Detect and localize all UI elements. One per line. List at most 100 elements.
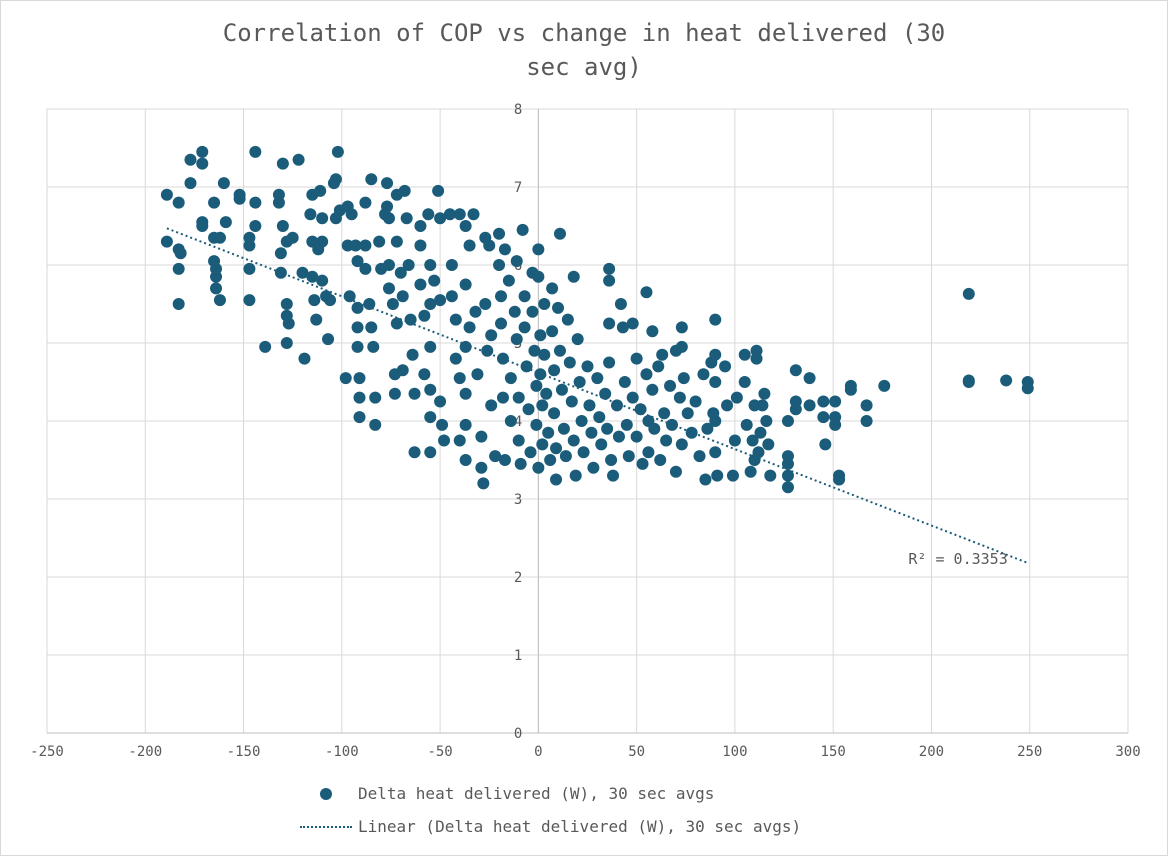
data-point (418, 309, 431, 322)
data-point (626, 317, 639, 330)
data-point (699, 473, 712, 486)
data-point (351, 340, 364, 353)
data-point (587, 461, 600, 474)
data-point (208, 196, 221, 209)
data-point (463, 239, 476, 252)
data-point (685, 426, 698, 439)
data-point (386, 298, 399, 310)
data-point (540, 387, 553, 400)
data-point (878, 379, 891, 392)
y-tick-label: 2 (514, 570, 522, 586)
data-point (304, 208, 317, 221)
data-point (616, 321, 629, 334)
data-point (471, 368, 484, 381)
x-tick-label: 100 (722, 744, 747, 760)
data-point (428, 274, 441, 287)
data-point (622, 450, 635, 463)
data-point (274, 266, 287, 279)
data-point (184, 153, 197, 166)
data-point (396, 290, 409, 303)
data-point (280, 298, 293, 310)
data-point (789, 403, 802, 416)
x-tick-label: 300 (1115, 744, 1140, 760)
data-point (286, 231, 299, 244)
legend-marker-dotted-line (300, 826, 352, 828)
data-point (542, 426, 555, 439)
data-point (249, 196, 262, 209)
data-point (359, 239, 372, 252)
data-point (329, 173, 342, 186)
data-point (697, 368, 710, 381)
y-tick-label: 0 (514, 726, 522, 742)
data-point (243, 239, 256, 252)
data-point (382, 212, 395, 225)
data-point (675, 321, 688, 334)
data-point (530, 418, 543, 431)
data-point (781, 481, 794, 494)
data-point (752, 446, 765, 459)
data-point (567, 270, 580, 283)
data-point (829, 395, 842, 408)
data-point (591, 372, 604, 385)
data-point (449, 313, 462, 326)
data-point (677, 372, 690, 385)
data-point (544, 454, 557, 466)
legend-label-scatter: Delta heat delivered (W), 30 sec avgs (358, 784, 715, 803)
data-point (485, 329, 498, 342)
data-point (571, 333, 584, 346)
data-point (414, 278, 427, 291)
data-point (316, 274, 329, 287)
data-point (750, 352, 763, 365)
data-point (536, 399, 549, 412)
data-point (432, 184, 445, 197)
data-point (538, 348, 551, 361)
data-point (548, 364, 561, 377)
data-point (438, 434, 451, 447)
data-point (408, 387, 421, 400)
data-point (495, 290, 508, 303)
chart-title: Correlation of COP vs change in heat del… (0, 16, 1168, 84)
data-point (422, 208, 435, 221)
data-point (561, 313, 574, 326)
data-point (424, 383, 437, 396)
data-point (581, 360, 594, 373)
data-point (636, 457, 649, 470)
data-point (434, 395, 447, 408)
data-point (630, 352, 643, 365)
data-point (532, 243, 545, 256)
data-point (726, 469, 739, 482)
data-point (353, 411, 366, 424)
y-tick-label: 8 (514, 102, 522, 118)
data-point (569, 469, 582, 482)
data-point (738, 348, 751, 361)
data-point (498, 454, 511, 466)
data-point (640, 368, 653, 381)
data-point (618, 376, 631, 388)
data-point (453, 208, 466, 221)
data-point (819, 438, 832, 451)
data-point (803, 372, 816, 385)
data-point (510, 255, 523, 268)
data-point (213, 231, 226, 244)
data-point (217, 177, 230, 190)
data-point (424, 259, 437, 271)
data-point (345, 208, 358, 221)
data-point (530, 379, 543, 392)
data-point (196, 220, 209, 232)
data-point (614, 298, 627, 310)
x-tick-label: -50 (427, 744, 452, 760)
data-point (172, 196, 185, 209)
data-point (642, 446, 655, 459)
data-point (758, 387, 771, 400)
data-point (962, 287, 975, 300)
data-point (316, 235, 329, 248)
data-point (546, 282, 559, 295)
data-point (829, 418, 842, 431)
data-point (1000, 374, 1013, 387)
data-point (559, 450, 572, 463)
data-point (272, 196, 285, 209)
data-point (424, 298, 437, 310)
data-point (436, 418, 449, 431)
data-point (817, 411, 830, 424)
